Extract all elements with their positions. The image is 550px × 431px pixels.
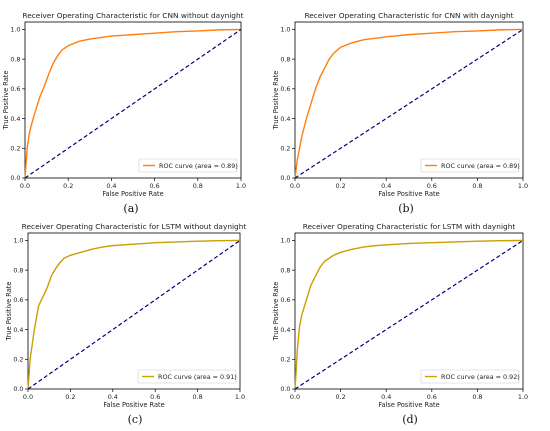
legend-entry: ROC curve (area = 0.89) [159,162,238,170]
x-tick-label: 0.4 [106,182,116,190]
x-tick-label: 0.4 [381,393,391,401]
x-tick-label: 0.2 [336,393,346,401]
x-tick-label: 1.0 [235,393,245,401]
roc-curve-line [27,239,241,390]
roc-panel-1: Receiver Operating Characteristic for CN… [2,11,246,215]
y-tick-label: 0.4 [10,115,20,123]
y-tick-label: 0.8 [13,266,23,274]
y-tick-label: 0.4 [13,326,23,334]
y-tick-label: 0.8 [280,266,290,274]
plot-frame [294,21,524,179]
legend-entry: ROC curve (area = 0.91) [158,373,237,381]
x-tick-label: 1.0 [236,182,246,190]
y-tick-label: 0.6 [13,296,23,304]
legend-box [138,158,238,173]
x-tick-label: 0.8 [193,182,203,190]
chance-diagonal-line [27,239,241,390]
y-tick-label: 0.0 [13,385,23,393]
x-tick-label: 0.4 [108,393,118,401]
y-tick-label: 0.0 [280,174,290,182]
y-tick-label: 1.0 [280,237,290,245]
y-tick-label: 0.2 [10,144,20,152]
roc-curve-line [24,28,242,179]
x-axis-label: False Positive Rate [103,401,164,409]
y-tick-label: 0.4 [280,115,290,123]
chance-diagonal-line [24,28,242,179]
roc-curve-line [294,239,524,390]
legend-box [420,158,520,173]
x-tick-label: 0.4 [381,182,391,190]
x-tick-label: 0.8 [193,393,203,401]
y-tick-label: 1.0 [280,26,290,34]
legend-box [420,369,520,384]
x-tick-label: 0.0 [290,182,300,190]
x-tick-label: 0.0 [290,393,300,401]
plot-frame [27,232,241,390]
roc-panel-4: Receiver Operating Characteristic for LS… [272,222,528,426]
legend-entry: ROC curve (area = 0.89) [441,162,520,170]
x-axis-label: False Positive Rate [378,401,439,409]
x-tick-label: 0.2 [336,182,346,190]
y-tick-label: 0.6 [280,85,290,93]
y-tick-label: 0.2 [280,144,290,152]
chart-title: Receiver Operating Characteristic for CN… [22,11,243,20]
panel-label: (d) [402,413,418,426]
x-tick-label: 0.0 [23,393,33,401]
chart-title: Receiver Operating Characteristic for LS… [22,222,247,231]
y-tick-label: 0.6 [10,85,20,93]
x-tick-label: 0.2 [63,182,73,190]
chart-title: Receiver Operating Characteristic for CN… [304,11,513,20]
y-tick-label: 0.6 [280,296,290,304]
x-tick-label: 0.6 [427,182,437,190]
panel-label: (c) [128,413,143,426]
y-axis-label: True Positive Rate [5,282,13,342]
x-tick-label: 0.2 [65,393,75,401]
y-tick-label: 1.0 [13,237,23,245]
y-axis-label: True Positive Rate [2,71,10,131]
legend-entry: ROC curve (area = 0.92) [441,373,520,381]
chance-diagonal-line [294,28,524,179]
x-tick-label: 0.0 [20,182,30,190]
plot-frame [24,21,242,179]
x-tick-label: 0.6 [150,393,160,401]
x-tick-label: 1.0 [518,393,528,401]
chart-title: Receiver Operating Characteristic for LS… [303,222,516,231]
legend-box [137,369,237,384]
chance-diagonal-line [294,239,524,390]
y-tick-label: 1.0 [10,26,20,34]
plot-frame [294,232,524,390]
y-axis-label: True Positive Rate [272,71,280,131]
x-tick-label: 1.0 [518,182,528,190]
x-tick-label: 0.6 [150,182,160,190]
panel-label: (a) [123,202,138,215]
panel-label: (b) [398,202,414,215]
y-tick-label: 0.4 [280,326,290,334]
x-tick-label: 0.6 [427,393,437,401]
y-tick-label: 0.8 [280,55,290,63]
y-tick-label: 0.0 [280,385,290,393]
y-axis-label: True Positive Rate [272,282,280,342]
y-tick-label: 0.2 [280,355,290,363]
x-tick-label: 0.8 [472,393,482,401]
y-tick-label: 0.2 [13,355,23,363]
x-axis-label: False Positive Rate [378,190,439,198]
y-tick-label: 0.0 [10,174,20,182]
x-tick-label: 0.8 [472,182,482,190]
x-axis-label: False Positive Rate [102,190,163,198]
roc-curve-line [294,28,524,179]
roc-panel-3: Receiver Operating Characteristic for LS… [5,222,246,426]
y-tick-label: 0.8 [10,55,20,63]
roc-panel-2: Receiver Operating Characteristic for CN… [272,11,528,215]
